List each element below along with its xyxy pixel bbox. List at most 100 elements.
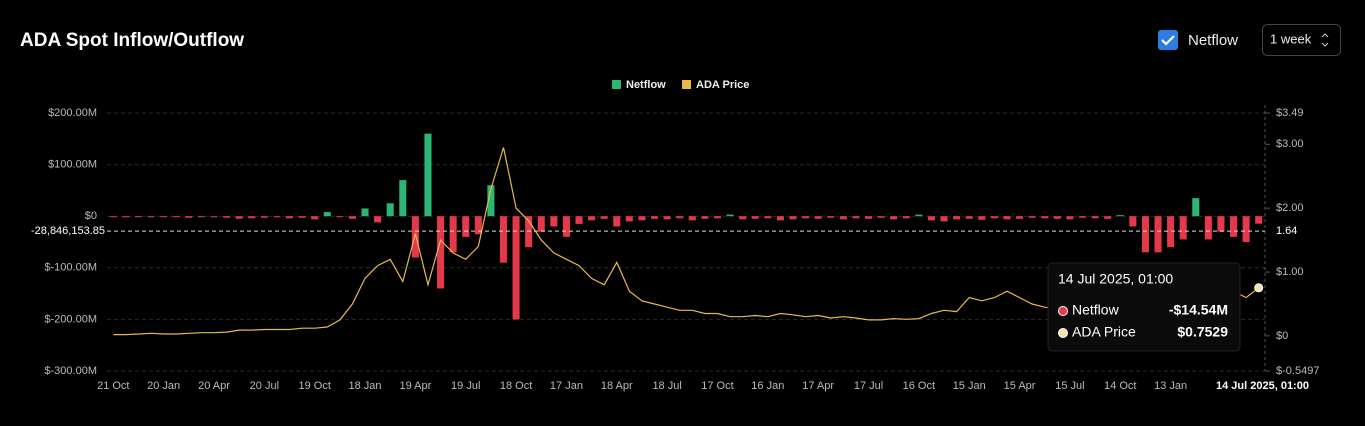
x-tick-label: 19 Jul [451,380,480,392]
interval-label: 1 week [1270,31,1312,46]
bar [424,133,432,217]
bar [147,216,155,218]
bar [160,216,168,218]
bar [499,216,508,263]
x-tick-label: 15 Apr [1004,380,1036,392]
tooltip-dot [1058,328,1068,338]
tooltip [1047,262,1241,352]
bar [902,216,910,219]
x-tick-label: 18 Apr [601,380,633,392]
bar [525,216,533,248]
x-tick-label: 20 Jul [250,380,279,392]
y2-tick-label: $1.00 [1276,266,1304,278]
bar [701,216,709,219]
bar [890,216,898,220]
bar [940,216,948,222]
bar [953,216,961,220]
y2-tick-label: $-0.5497 [1276,365,1319,377]
bar [726,214,734,217]
bar [814,216,822,219]
bar [827,216,835,218]
y-tick-label: $-100.00M [44,262,97,274]
bar [273,216,281,218]
y-tick-label: $200.00M [48,107,97,119]
bar [399,180,407,217]
bar [688,216,696,221]
bar [562,216,570,237]
bar [311,216,319,220]
bar [1028,216,1036,218]
bar [776,216,784,221]
tooltip-name: ADA Price [1072,324,1136,340]
x-tick-label: 18 Jul [652,380,681,392]
x-tick-label: 19 Apr [399,380,431,392]
bar [1242,216,1250,242]
bar [1141,216,1149,253]
legend-swatch [612,80,621,89]
bar [978,216,986,220]
bar [1066,216,1074,220]
bar [172,216,180,218]
bar [1091,216,1099,219]
x-tick-label: 16 Oct [903,380,935,392]
y2-tick-label: $3.00 [1276,138,1304,150]
bar [877,216,885,218]
bar [915,214,923,217]
bar [852,216,860,219]
tooltip-value: -$14.54M [1169,302,1228,318]
legend-label: Netflow [626,79,666,91]
tooltip-dot [1058,306,1068,316]
x-tick-label: 17 Apr [802,380,834,392]
x-tick-label: 17 Jan [550,380,583,392]
bar [1104,216,1112,219]
y-tick-label: $100.00M [48,159,97,171]
bar [802,216,810,219]
bar [990,216,998,219]
hover-point [1254,283,1264,293]
toggle-label[interactable]: Netflow [1188,32,1238,49]
x-tick-label: 13 Jan [1154,380,1187,392]
bar [437,216,445,289]
bar [1167,216,1175,248]
bar [1016,216,1024,219]
bar [298,216,306,218]
bar [336,216,344,218]
x-tick-label: 15 Jan [953,380,986,392]
bar [739,216,747,220]
x-tick-label: 20 Jan [147,380,180,392]
bar [1204,216,1212,240]
bar [1078,216,1087,218]
bar [764,216,772,219]
bar [323,212,331,217]
bar [1129,216,1137,227]
bar [927,216,935,221]
x-tick-label: 14 Oct [1104,380,1136,392]
x-tick-label: 18 Jan [349,380,382,392]
check-icon [1161,35,1175,46]
crosshair-y-box [22,223,107,240]
y2-tick-label: $2.00 [1276,202,1304,214]
bar [789,216,797,220]
x-tick-label: 17 Jul [854,380,883,392]
bar [487,185,495,217]
checkbox[interactable] [1158,30,1178,50]
x-tick-label: 20 Apr [198,380,230,392]
bar [462,216,470,237]
legend-swatch [682,80,691,89]
x-tick-label: 19 Oct [298,380,330,392]
bar [550,216,558,227]
bar [638,216,646,221]
bar [285,216,294,219]
legend-label: ADA Price [696,79,749,91]
bar [386,203,394,217]
interval-select[interactable] [1262,24,1341,56]
bar [122,216,130,218]
bar [1217,216,1225,232]
crosshair-x-box [1212,378,1317,394]
crosshair-y2-label: 1.64 [1276,225,1297,237]
y-tick-label: $0 [85,210,97,222]
bar [197,216,205,218]
bar [713,216,721,219]
title: ADA Spot Inflow/Outflow [20,30,244,51]
